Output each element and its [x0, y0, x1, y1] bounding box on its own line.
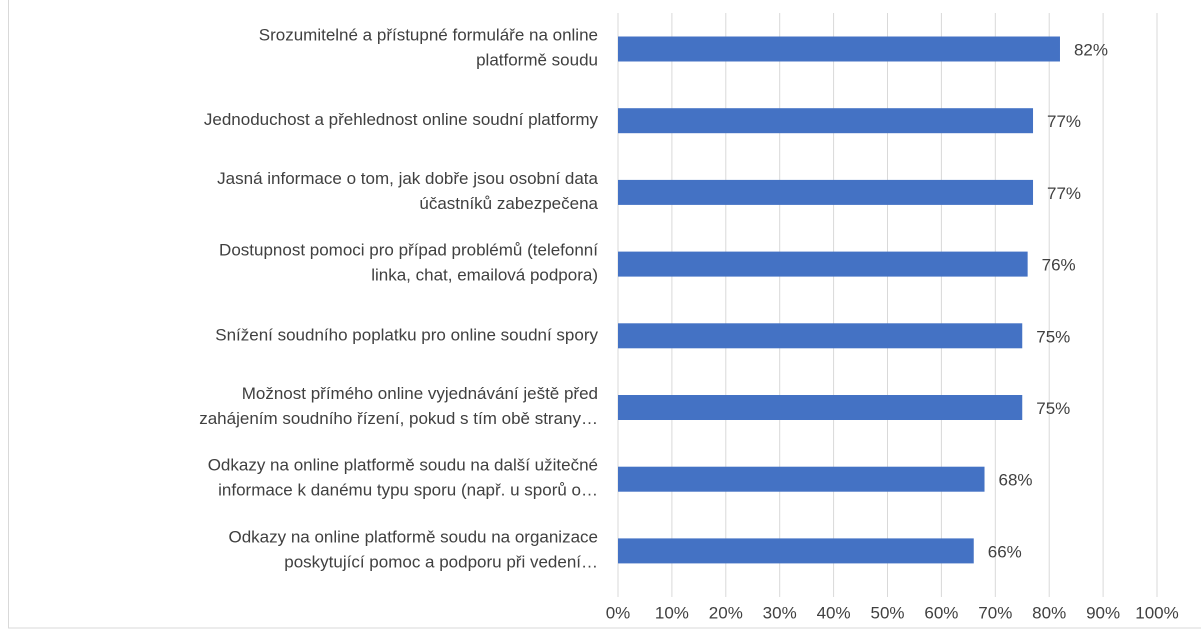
x-tick-label: 60%	[924, 603, 958, 622]
x-tick-label: 10%	[655, 603, 689, 622]
bar	[618, 179, 1034, 205]
bar	[618, 36, 1060, 62]
bar	[618, 323, 1023, 349]
x-tick-label: 70%	[978, 603, 1012, 622]
y-tick-label: Dostupnost pomoci pro případ problémů (t…	[219, 241, 598, 285]
y-tick-label: Snížení soudního poplatku pro online sou…	[215, 325, 598, 344]
data-label: 77%	[1047, 112, 1081, 131]
chart-border	[8, 0, 1201, 629]
data-label: 66%	[988, 542, 1022, 561]
bar	[618, 251, 1028, 277]
x-tick-label: 90%	[1086, 603, 1120, 622]
x-tick-label: 100%	[1135, 603, 1178, 622]
bar	[618, 538, 974, 564]
bar	[618, 395, 1023, 420]
x-tick-label: 30%	[763, 603, 797, 622]
bar	[618, 108, 1034, 134]
y-tick-label: Jednoduchost a přehlednost online soudní…	[204, 110, 599, 129]
y-tick-label: Odkazy na online platformě soudu na orga…	[228, 528, 598, 572]
bar	[618, 466, 985, 492]
data-label: 75%	[1036, 327, 1070, 346]
data-label: 77%	[1047, 184, 1081, 203]
y-tick-label: Srozumitelné a přístupné formuláře na on…	[259, 26, 598, 70]
x-tick-label: 40%	[817, 603, 851, 622]
data-label: 76%	[1042, 256, 1076, 275]
x-tick-label: 80%	[1032, 603, 1066, 622]
x-tick-label: 20%	[709, 603, 743, 622]
data-label: 82%	[1074, 40, 1108, 59]
x-tick-label: 0%	[606, 603, 631, 622]
y-tick-label: Možnost přímého online vyjednávání ještě…	[199, 384, 598, 428]
x-tick-label: 50%	[870, 603, 904, 622]
data-label: 75%	[1036, 399, 1070, 418]
y-tick-label: Jasná informace o tom, jak dobře jsou os…	[217, 169, 598, 213]
data-label: 68%	[999, 471, 1033, 490]
y-tick-label: Odkazy na online platformě soudu na dalš…	[208, 456, 598, 500]
